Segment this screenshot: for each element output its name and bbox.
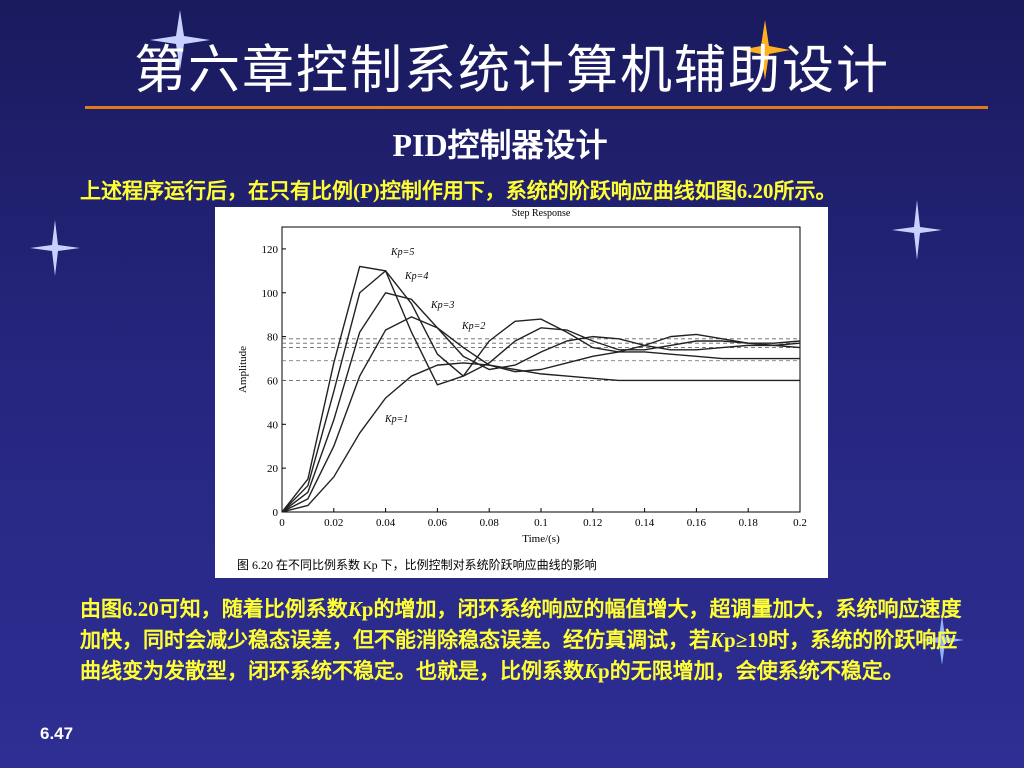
text-run: K bbox=[710, 628, 725, 652]
x-axis-label: Time/(s) bbox=[522, 533, 560, 545]
response-curve bbox=[281, 316, 800, 513]
x-tick-label: 0.02 bbox=[324, 517, 343, 529]
y-tick-label: 120 bbox=[262, 244, 279, 256]
y-tick-label: 100 bbox=[262, 288, 279, 300]
x-tick-label: 0.06 bbox=[428, 517, 448, 529]
x-tick-label: 0.08 bbox=[480, 517, 500, 529]
y-axis-label: Amplitude bbox=[237, 346, 249, 393]
response-curve bbox=[281, 265, 801, 513]
series-label: Kp=2 bbox=[461, 321, 485, 332]
x-tick-label: 0.14 bbox=[635, 517, 655, 529]
slide-title: 第六章控制系统计算机辅助设计 bbox=[133, 41, 890, 101]
y-tick-label: 40 bbox=[267, 419, 279, 431]
series-label: Kp=5 bbox=[390, 247, 414, 258]
response-curve bbox=[281, 270, 801, 513]
text-run: p的无限增加，会使系统不稳定。 bbox=[598, 659, 904, 683]
star-decoration bbox=[892, 200, 942, 260]
figure-caption: 图 6.20 在不同比例系数 Kp 下，比例控制对系统阶跃响应曲线的影响 bbox=[237, 557, 597, 572]
x-tick-label: 0.16 bbox=[687, 517, 707, 529]
y-tick-label: 60 bbox=[267, 375, 279, 387]
figure: Step Response 0 20 40 60 80 100 120 0 0.02 0.04 0.0… bbox=[215, 207, 828, 578]
y-tick-label: 0 bbox=[273, 507, 279, 519]
star-decoration bbox=[150, 10, 210, 70]
section-title: PID控制器设计 bbox=[392, 127, 608, 163]
x-tick-label: 0 bbox=[279, 517, 285, 529]
text-run: K bbox=[347, 597, 362, 621]
title-rule bbox=[85, 106, 988, 109]
y-tick-label: 80 bbox=[267, 332, 279, 344]
x-tick-label: 0.04 bbox=[376, 517, 396, 529]
series-label: Kp=4 bbox=[404, 271, 428, 282]
star-decoration bbox=[920, 615, 964, 665]
series-label: Kp=1 bbox=[384, 414, 408, 425]
y-tick-label: 20 bbox=[267, 463, 279, 475]
series-label: Kp=3 bbox=[430, 300, 454, 311]
x-tick-label: 0.1 bbox=[534, 517, 548, 529]
response-curve bbox=[281, 362, 800, 513]
text-run: K bbox=[584, 659, 599, 683]
x-tick-label: 0.2 bbox=[793, 517, 807, 529]
text-run: p≥19时，系统的阶跃响应曲线变为发散型，闭环系统不稳定。也就是，比例系数 bbox=[80, 628, 958, 683]
intro-text: 上述程序运行后，在只有比例(P)控制作用下，系统的阶跃响应曲线如图6.20所示。 bbox=[80, 179, 837, 203]
x-tick-label: 0.12 bbox=[583, 517, 602, 529]
star-decoration bbox=[740, 20, 790, 80]
conclusion-text: 由图6.20可知，随着比例系数Kp的增加，闭环系统响应的幅值增大，超调量加大，系… bbox=[80, 594, 970, 687]
response-curve bbox=[281, 292, 801, 513]
text-run: 由图6.20可知，随着比例系数 bbox=[80, 597, 348, 621]
x-tick-label: 0.18 bbox=[739, 517, 759, 529]
text-run: p的增加，闭环系统响应的幅值增大，超调量加大，系统响应速度加快，同时会减少稳态误… bbox=[80, 597, 962, 652]
chart-title: Step Response bbox=[512, 208, 571, 219]
star-decoration bbox=[30, 220, 80, 276]
page-number: 6.47 bbox=[40, 724, 74, 743]
